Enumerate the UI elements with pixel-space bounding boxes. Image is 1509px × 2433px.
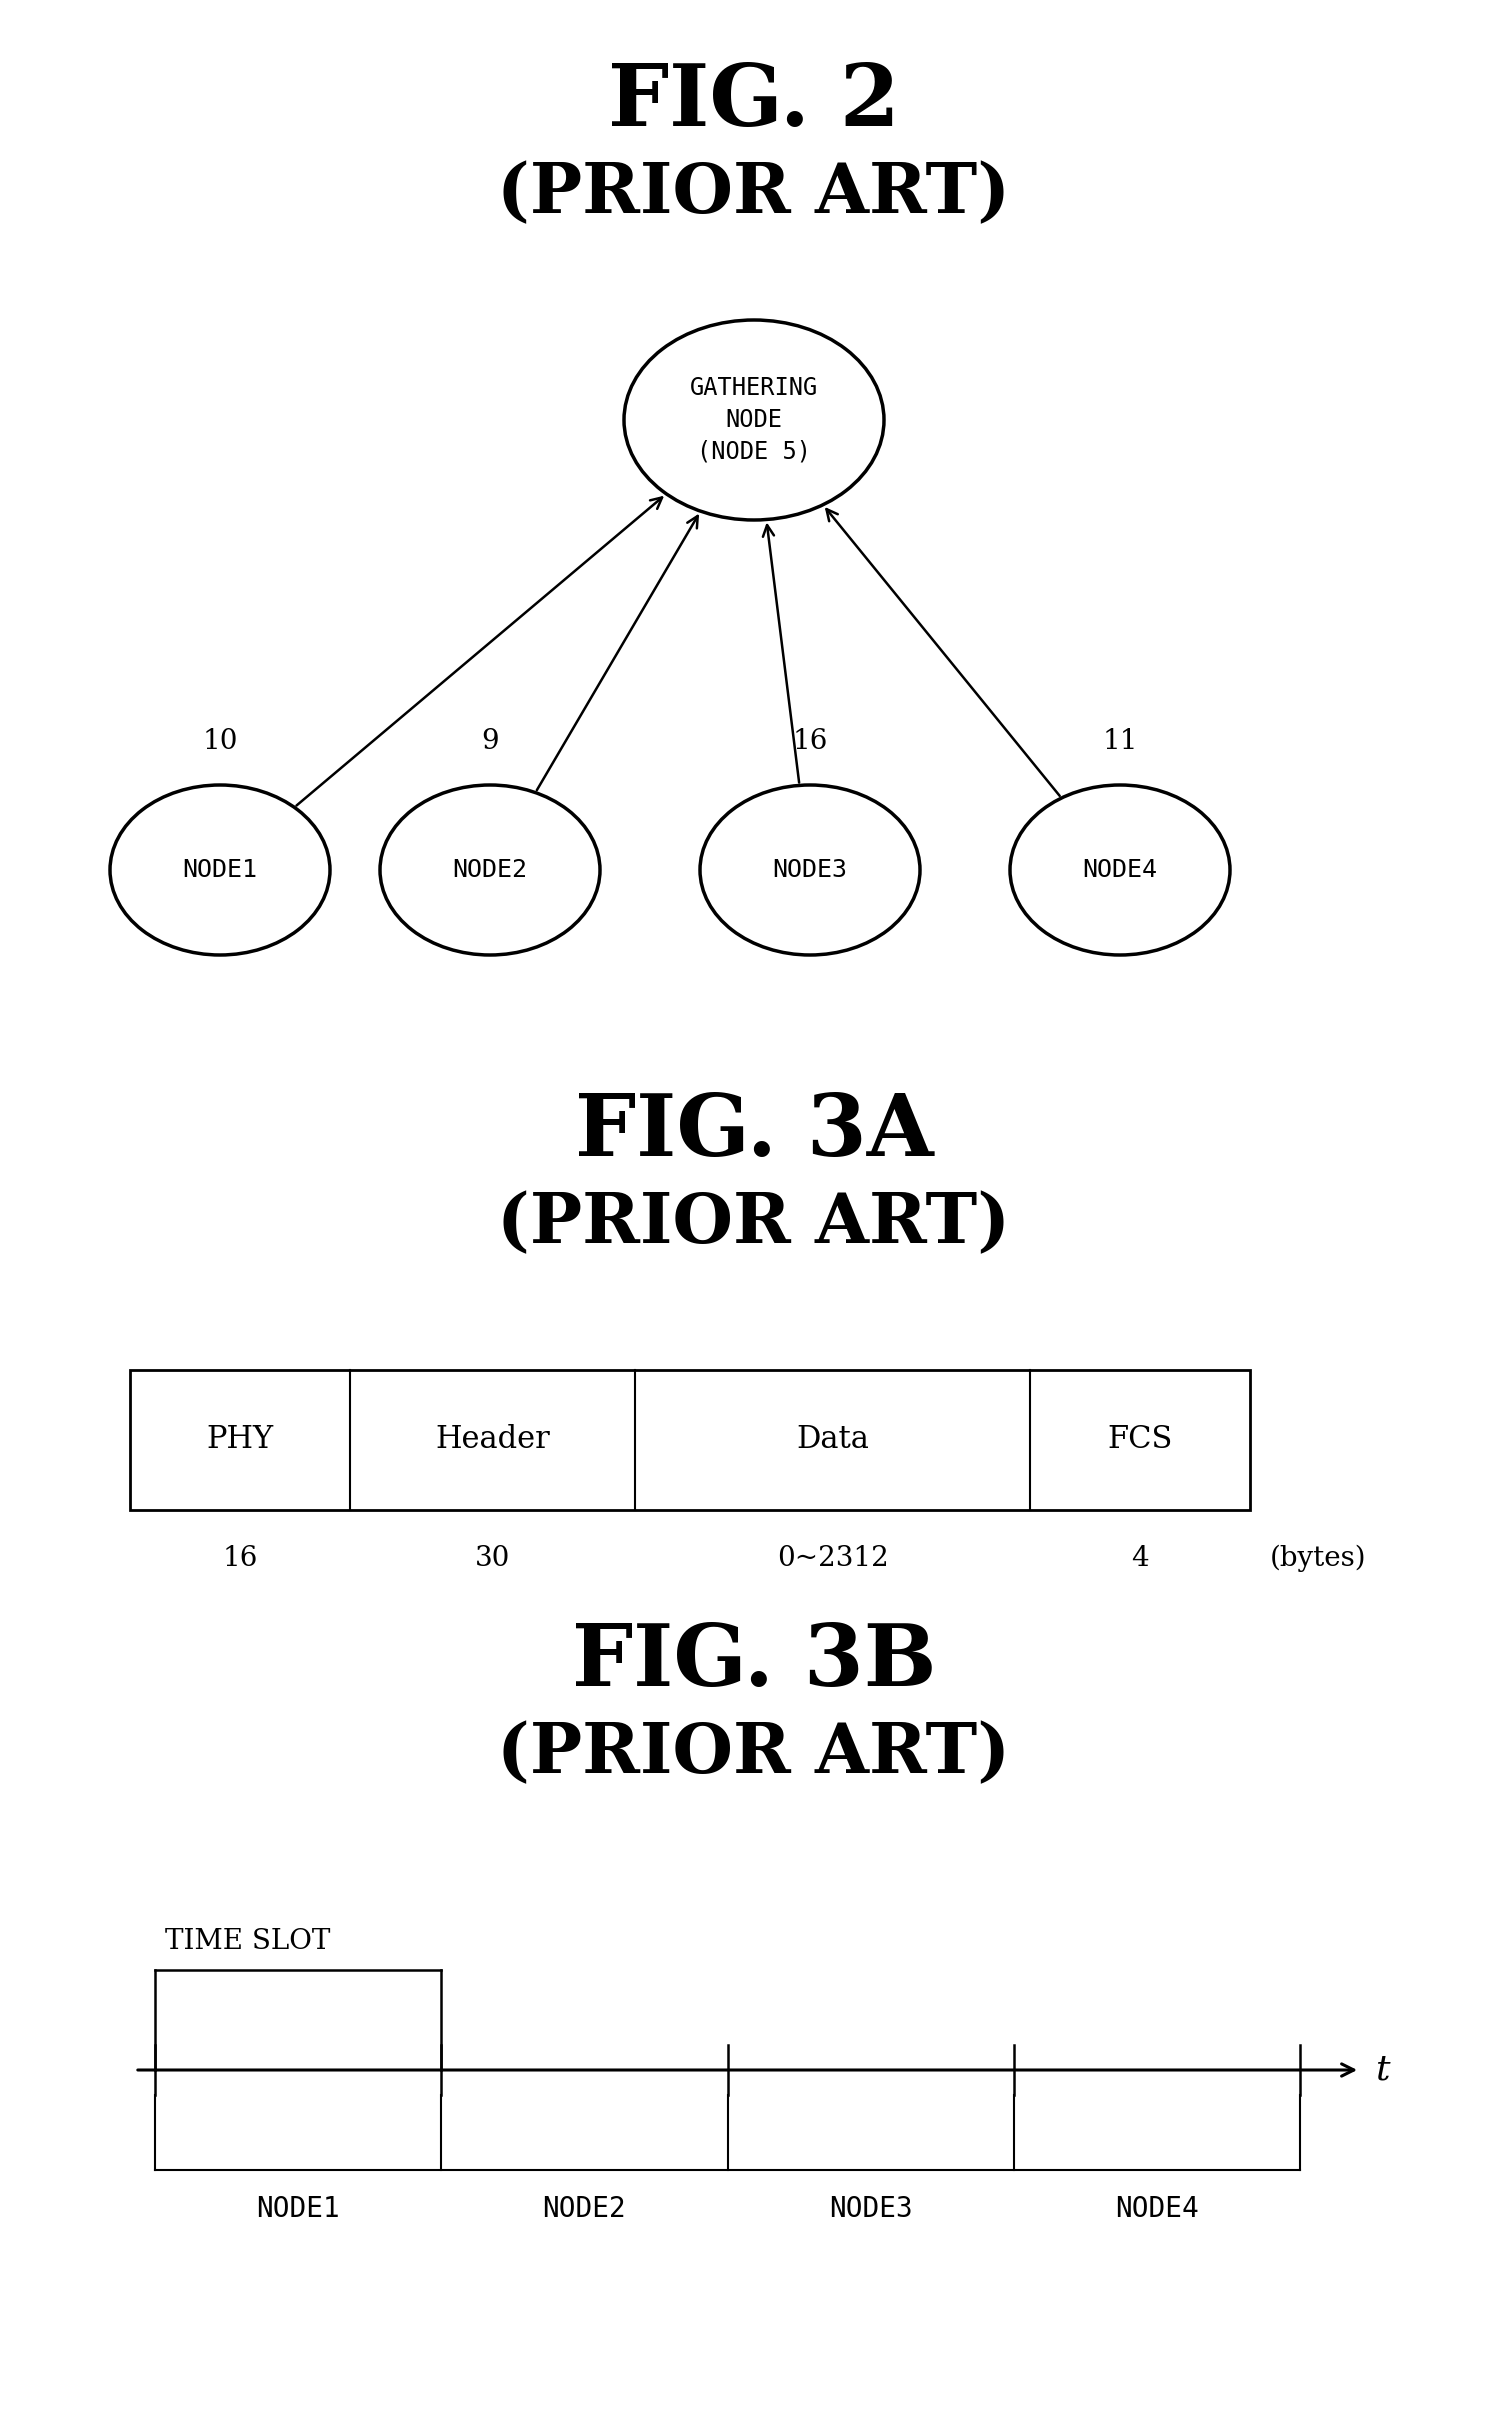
- Text: Data: Data: [797, 1423, 869, 1455]
- Text: NODE4: NODE4: [1115, 2195, 1198, 2224]
- Text: 30: 30: [475, 1545, 510, 1572]
- Text: NODE3: NODE3: [773, 859, 848, 883]
- Text: 4: 4: [1132, 1545, 1148, 1572]
- Ellipse shape: [380, 786, 601, 956]
- Text: NODE1: NODE1: [183, 859, 258, 883]
- Text: (PRIOR ART): (PRIOR ART): [498, 161, 1011, 226]
- Text: FIG. 2: FIG. 2: [608, 61, 899, 144]
- Ellipse shape: [1010, 786, 1230, 956]
- Ellipse shape: [110, 786, 330, 956]
- Ellipse shape: [700, 786, 920, 956]
- Text: Header: Header: [435, 1423, 549, 1455]
- Text: (PRIOR ART): (PRIOR ART): [498, 1720, 1011, 1786]
- Text: NODE2: NODE2: [543, 2195, 626, 2224]
- Text: (PRIOR ART): (PRIOR ART): [498, 1190, 1011, 1258]
- Text: GATHERING
NODE
(NODE 5): GATHERING NODE (NODE 5): [690, 377, 818, 465]
- Text: 16: 16: [792, 727, 828, 754]
- Text: FIG. 3A: FIG. 3A: [575, 1090, 933, 1175]
- Text: 10: 10: [202, 727, 238, 754]
- Text: TIME SLOT: TIME SLOT: [164, 1927, 330, 1956]
- Text: FIG. 3B: FIG. 3B: [572, 1620, 936, 1703]
- Text: t: t: [1375, 2053, 1390, 2088]
- Text: 11: 11: [1102, 727, 1138, 754]
- Text: NODE1: NODE1: [257, 2195, 340, 2224]
- Text: NODE3: NODE3: [828, 2195, 913, 2224]
- Text: 16: 16: [222, 1545, 258, 1572]
- Text: NODE2: NODE2: [453, 859, 528, 883]
- Text: (bytes): (bytes): [1271, 1545, 1367, 1572]
- Text: PHY: PHY: [207, 1423, 273, 1455]
- Text: FCS: FCS: [1108, 1423, 1172, 1455]
- Text: 9: 9: [481, 727, 499, 754]
- Bar: [130, 1370, 1249, 1511]
- Text: NODE4: NODE4: [1082, 859, 1157, 883]
- Text: 0~2312: 0~2312: [777, 1545, 889, 1572]
- Ellipse shape: [625, 321, 884, 521]
